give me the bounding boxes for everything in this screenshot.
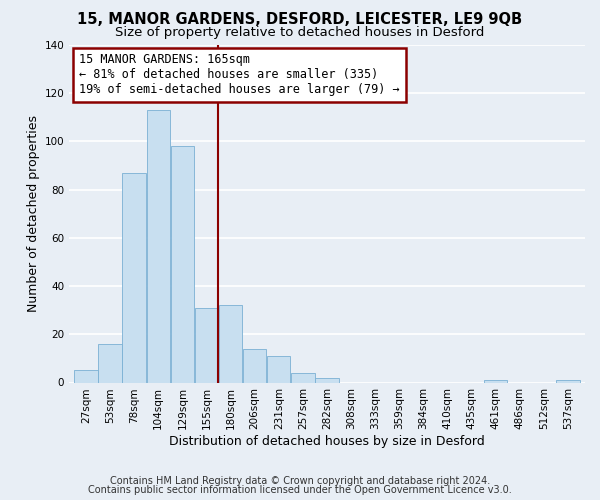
Bar xyxy=(146,110,170,382)
Bar xyxy=(122,173,146,382)
Bar xyxy=(267,356,290,382)
Bar xyxy=(219,306,242,382)
Bar xyxy=(170,146,194,382)
Text: Contains public sector information licensed under the Open Government Licence v3: Contains public sector information licen… xyxy=(88,485,512,495)
Bar xyxy=(316,378,338,382)
X-axis label: Distribution of detached houses by size in Desford: Distribution of detached houses by size … xyxy=(169,435,485,448)
Bar xyxy=(243,349,266,382)
Bar xyxy=(98,344,122,383)
Bar xyxy=(556,380,580,382)
Bar xyxy=(484,380,508,382)
Bar xyxy=(74,370,98,382)
Bar xyxy=(291,373,314,382)
Text: 15 MANOR GARDENS: 165sqm
← 81% of detached houses are smaller (335)
19% of semi-: 15 MANOR GARDENS: 165sqm ← 81% of detach… xyxy=(79,54,400,96)
Text: 15, MANOR GARDENS, DESFORD, LEICESTER, LE9 9QB: 15, MANOR GARDENS, DESFORD, LEICESTER, L… xyxy=(77,12,523,28)
Y-axis label: Number of detached properties: Number of detached properties xyxy=(27,116,40,312)
Text: Size of property relative to detached houses in Desford: Size of property relative to detached ho… xyxy=(115,26,485,39)
Bar xyxy=(195,308,218,382)
Text: Contains HM Land Registry data © Crown copyright and database right 2024.: Contains HM Land Registry data © Crown c… xyxy=(110,476,490,486)
